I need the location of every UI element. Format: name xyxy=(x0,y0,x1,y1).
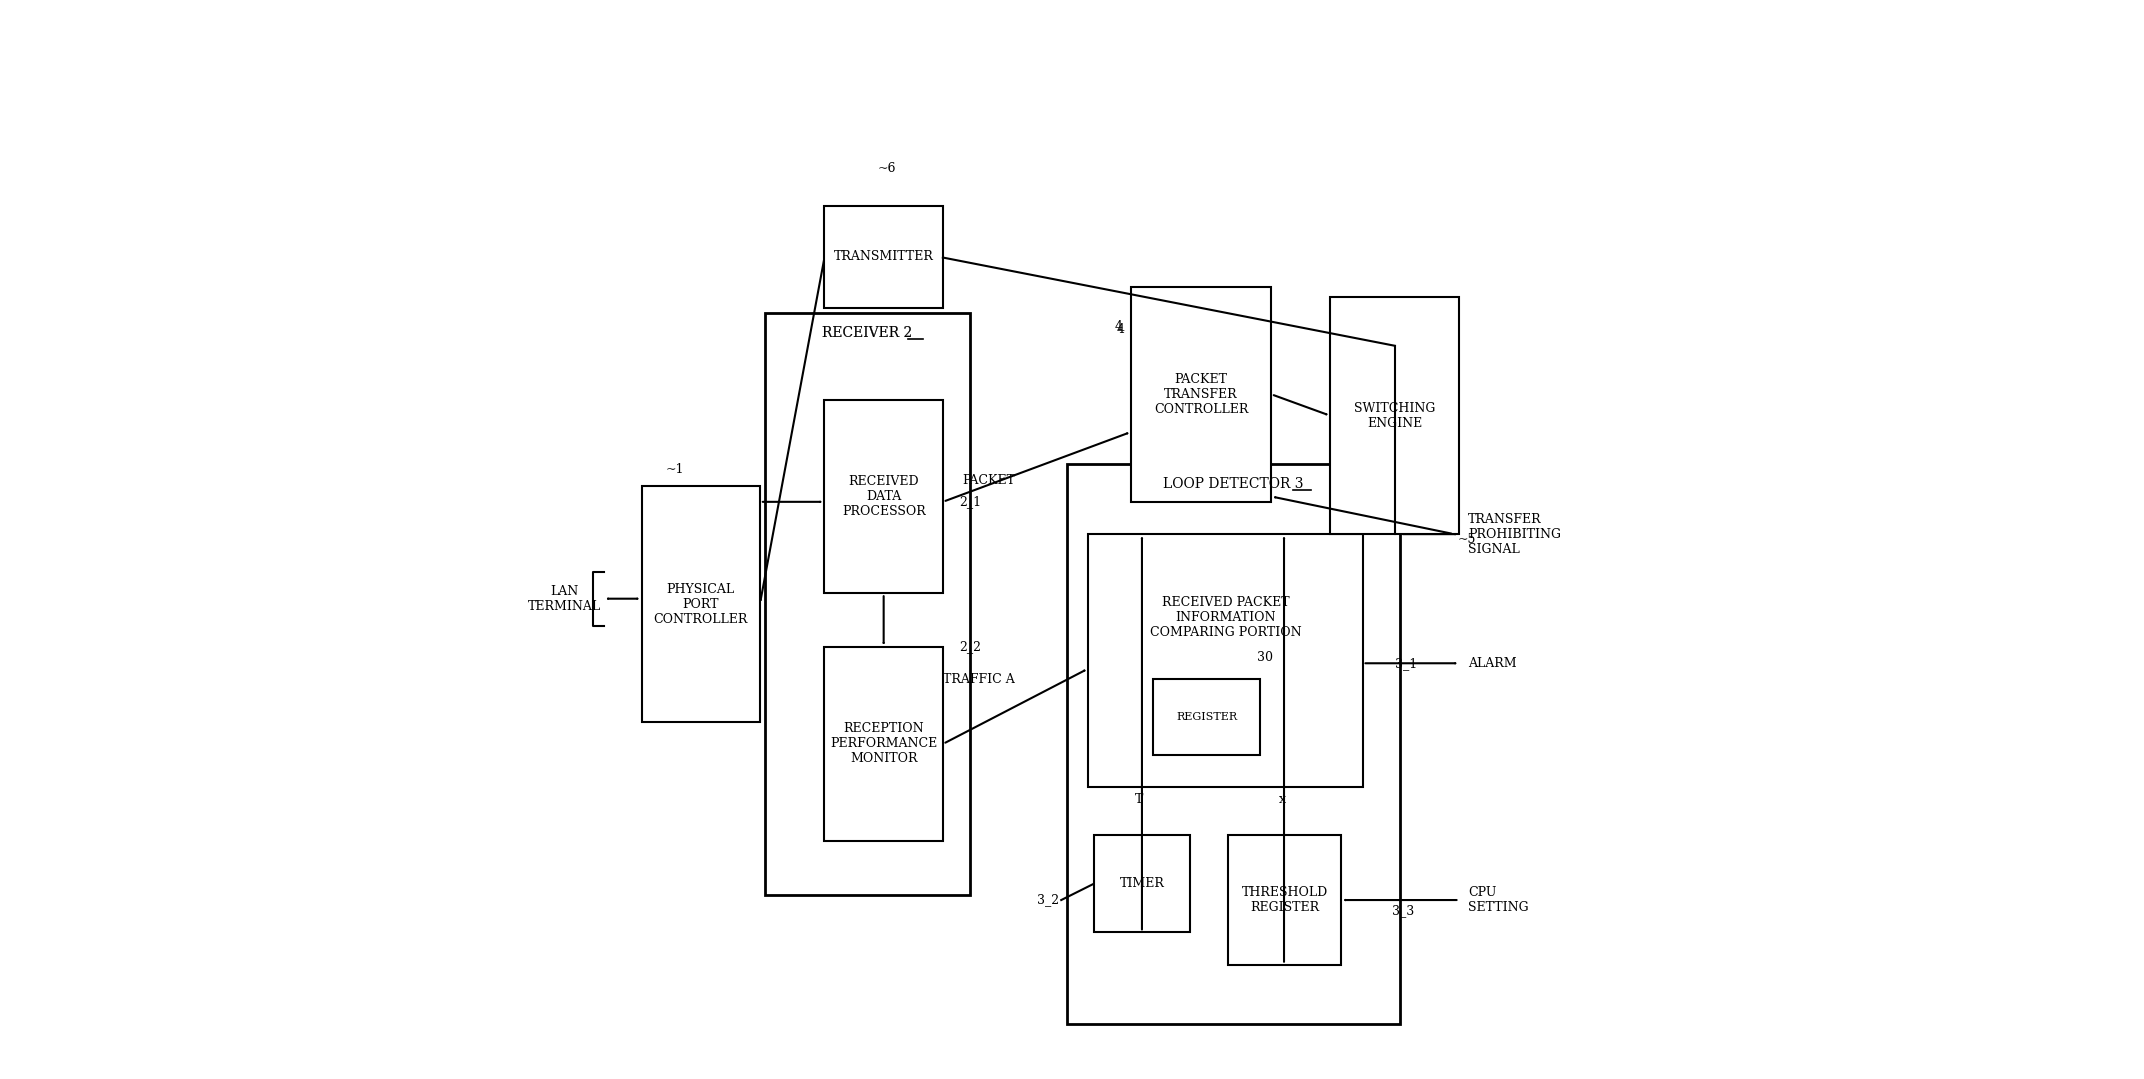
Text: CPU
SETTING: CPU SETTING xyxy=(1469,886,1529,914)
FancyBboxPatch shape xyxy=(1229,835,1340,965)
Text: TIMER: TIMER xyxy=(1119,877,1164,890)
FancyBboxPatch shape xyxy=(825,206,943,309)
Text: PHYSICAL
PORT
CONTROLLER: PHYSICAL PORT CONTROLLER xyxy=(654,583,748,626)
FancyBboxPatch shape xyxy=(1132,287,1271,502)
Text: SWITCHING
ENGINE: SWITCHING ENGINE xyxy=(1355,401,1436,429)
Text: LOOP DETECTOR 3: LOOP DETECTOR 3 xyxy=(1164,477,1304,491)
FancyBboxPatch shape xyxy=(1329,298,1460,534)
Text: THRESHOLD
REGISTER: THRESHOLD REGISTER xyxy=(1241,886,1327,914)
Text: ALARM: ALARM xyxy=(1469,657,1516,670)
FancyBboxPatch shape xyxy=(1066,464,1400,1024)
Text: 3_1: 3_1 xyxy=(1396,657,1417,670)
Text: T: T xyxy=(1134,793,1143,806)
FancyBboxPatch shape xyxy=(641,486,759,723)
FancyBboxPatch shape xyxy=(765,314,969,894)
FancyBboxPatch shape xyxy=(1153,680,1261,754)
Text: 2_1: 2_1 xyxy=(958,495,982,508)
Text: ~1: ~1 xyxy=(665,463,684,476)
Text: 3_2: 3_2 xyxy=(1038,893,1059,906)
Text: LAN
TERMINAL: LAN TERMINAL xyxy=(527,585,600,613)
Text: REGISTER: REGISTER xyxy=(1175,712,1237,722)
Text: ~5: ~5 xyxy=(1458,533,1475,546)
Text: TRANSMITTER: TRANSMITTER xyxy=(834,250,933,263)
Text: 2_2: 2_2 xyxy=(958,641,982,654)
Text: 3_3: 3_3 xyxy=(1391,904,1413,917)
Text: RECEIVER 2: RECEIVER 2 xyxy=(823,327,913,340)
Text: RECEIVED
DATA
PROCESSOR: RECEIVED DATA PROCESSOR xyxy=(843,475,926,518)
Text: RECEIVED PACKET
INFORMATION
COMPARING PORTION: RECEIVED PACKET INFORMATION COMPARING PO… xyxy=(1149,596,1301,639)
Text: x: x xyxy=(1278,793,1286,806)
Text: RECEIVER 2: RECEIVER 2 xyxy=(823,327,913,340)
Text: PACKET
TRANSFER
CONTROLLER: PACKET TRANSFER CONTROLLER xyxy=(1153,372,1248,415)
Text: PACKET: PACKET xyxy=(963,474,1014,487)
Text: 4: 4 xyxy=(1115,319,1121,333)
Text: ~6: ~6 xyxy=(877,162,896,175)
Text: TRANSFER
PROHIBITING
SIGNAL: TRANSFER PROHIBITING SIGNAL xyxy=(1469,513,1561,556)
FancyBboxPatch shape xyxy=(1089,534,1364,787)
Text: 4: 4 xyxy=(1117,323,1123,337)
Text: RECEPTION
PERFORMANCE
MONITOR: RECEPTION PERFORMANCE MONITOR xyxy=(830,723,937,765)
FancyBboxPatch shape xyxy=(825,399,943,593)
FancyBboxPatch shape xyxy=(1093,835,1190,932)
Text: RECEIVER 2: RECEIVER 2 xyxy=(823,327,913,340)
FancyBboxPatch shape xyxy=(825,647,943,841)
Text: 30: 30 xyxy=(1256,652,1274,665)
Text: TRAFFIC A: TRAFFIC A xyxy=(943,673,1014,686)
